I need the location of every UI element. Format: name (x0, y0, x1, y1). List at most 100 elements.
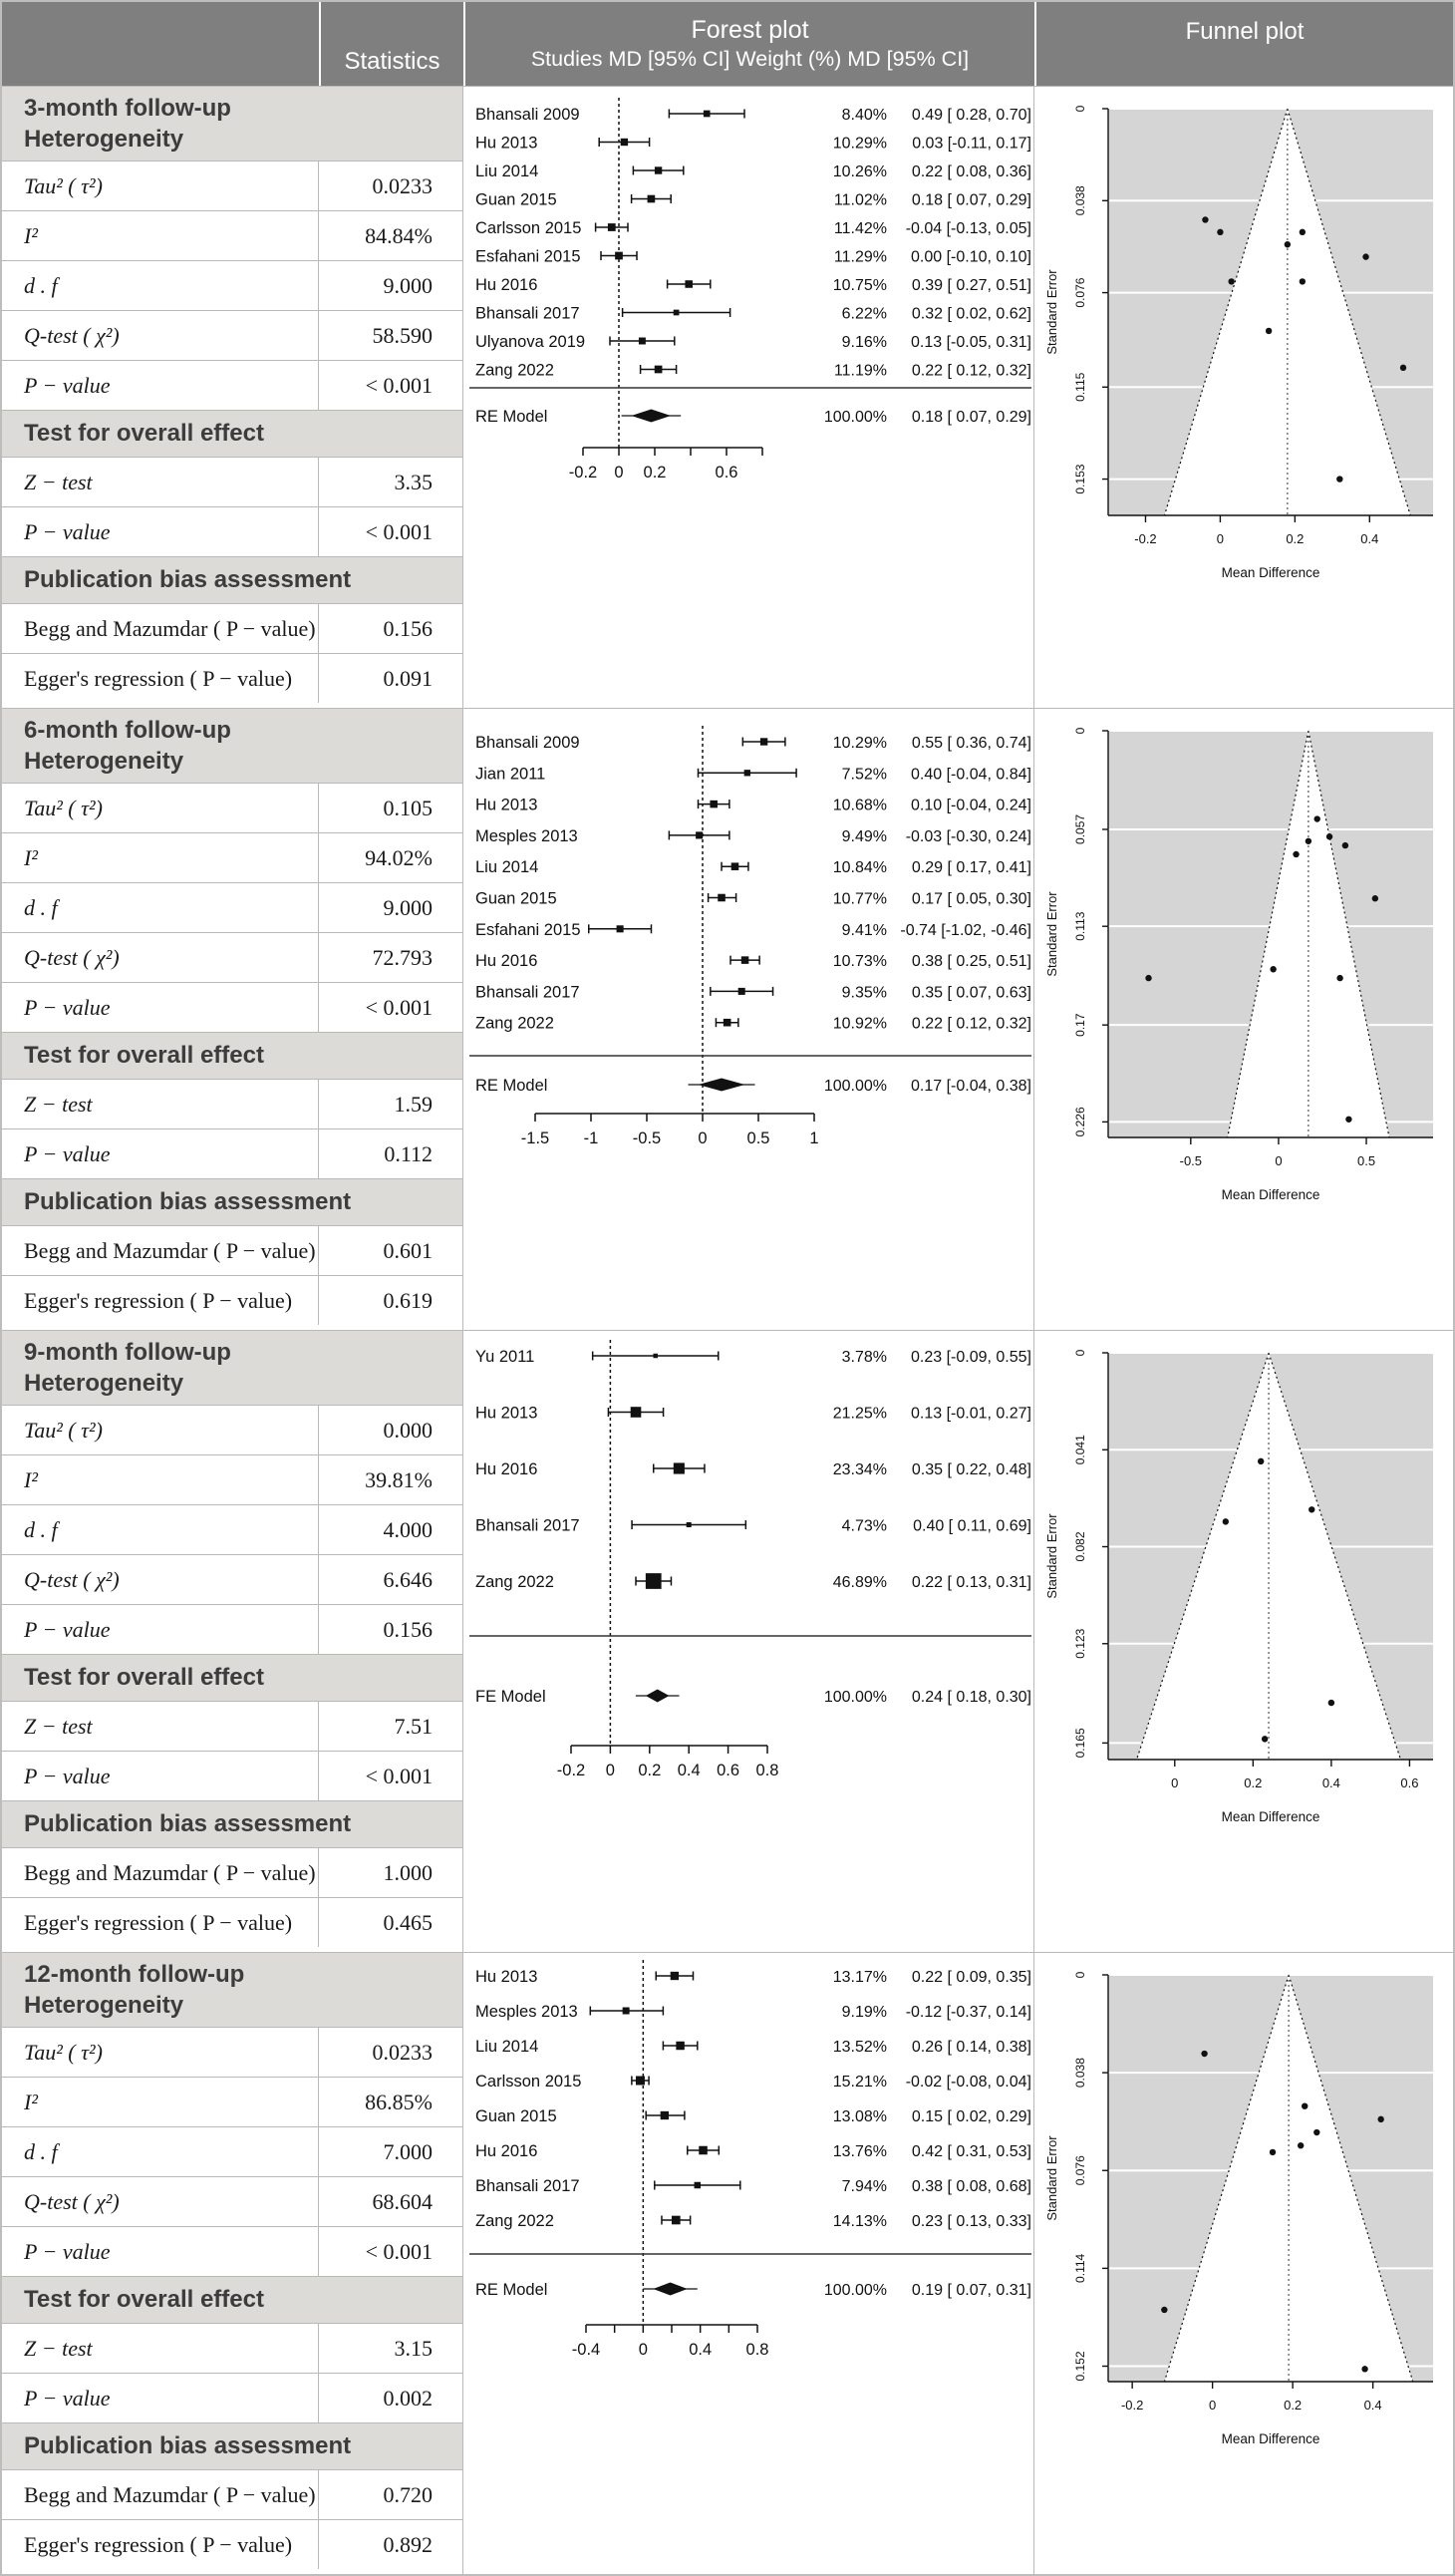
svg-text:0.13 [-0.05, 0.31]: 0.13 [-0.05, 0.31] (911, 334, 1031, 351)
study-point-estimate-marker (696, 831, 704, 839)
svg-text:0.03 [-0.11, 0.17]: 0.03 [-0.11, 0.17] (912, 136, 1031, 153)
stat-row: Tau² ( τ²) 0.0233 (2, 2027, 462, 2077)
svg-text:0.6: 0.6 (716, 464, 738, 482)
svg-text:Bhansali 2017: Bhansali 2017 (475, 983, 580, 1001)
stat-row: Begg and Mazumdar ( P − value) 0.720 (2, 2469, 462, 2519)
svg-text:0.6: 0.6 (717, 1762, 739, 1779)
forest-study-row: Hu 2013 10.29% 0.03 [-0.11, 0.17] (475, 135, 1031, 153)
svg-text:7.52%: 7.52% (842, 766, 887, 783)
funnel-study-point (1265, 327, 1273, 335)
stat-value: 0.601 (383, 1237, 434, 1263)
stat-row: d . f 7.000 (2, 2126, 462, 2176)
svg-text:0.22 [ 0.09, 0.35]: 0.22 [ 0.09, 0.35] (912, 1969, 1031, 1986)
stat-value: 68.604 (372, 2188, 434, 2214)
funnel-study-point (1309, 1506, 1315, 1513)
forest-plot-cell: Hu 2013 13.17% 0.22 [ 0.09, 0.35] Mesples 2… (463, 1953, 1034, 2574)
stat-value: 0.105 (383, 795, 434, 820)
stat-label: P − value (2, 507, 319, 556)
stat-label: I² (2, 1455, 319, 1504)
svg-text:0.038: 0.038 (1073, 2058, 1087, 2088)
stat-row: Z − test 7.51 (2, 1701, 462, 1751)
stat-value: < 0.001 (365, 2238, 433, 2264)
stat-label: Q-test ( χ²) (2, 2177, 319, 2226)
svg-text:100.00%: 100.00% (824, 1078, 887, 1095)
stat-label: Egger's regression ( P − value) (2, 654, 319, 703)
funnel-study-point (1313, 2128, 1320, 2136)
study-point-estimate-marker (686, 1521, 692, 1528)
svg-text:-0.74 [-1.02, -0.46]: -0.74 [-1.02, -0.46] (900, 922, 1031, 939)
svg-text:8.40%: 8.40% (842, 107, 887, 124)
svg-text:Mean Difference: Mean Difference (1222, 2431, 1320, 2446)
svg-text:0: 0 (1209, 2398, 1216, 2413)
svg-text:0: 0 (1171, 1775, 1178, 1790)
svg-text:0.076: 0.076 (1073, 277, 1087, 307)
section-title-row: 12-month follow-up Heterogeneity (2, 1953, 462, 2027)
stat-label: I² (2, 833, 319, 882)
svg-text:0.22 [ 0.13, 0.31]: 0.22 [ 0.13, 0.31] (912, 1574, 1031, 1591)
funnel-study-point (1327, 1699, 1335, 1707)
svg-text:0.13 [-0.01, 0.27]: 0.13 [-0.01, 0.27] (911, 1406, 1031, 1423)
subsection-heading: Test for overall effect (24, 420, 264, 447)
stat-value: 94.02% (365, 844, 433, 870)
funnel-study-point (1302, 2102, 1309, 2109)
funnel-points (1222, 1457, 1335, 1743)
funnel-study-point (1284, 241, 1292, 248)
stat-row: Begg and Mazumdar ( P − value) 0.601 (2, 1225, 462, 1275)
stat-row: I² 94.02% (2, 832, 462, 882)
svg-text:Esfahani 2015: Esfahani 2015 (475, 248, 581, 266)
stat-value: 0.156 (383, 615, 434, 641)
svg-text:Standard Error: Standard Error (1044, 891, 1059, 977)
svg-text:-0.02 [-0.08, 0.04]: -0.02 [-0.08, 0.04] (906, 2074, 1031, 2091)
svg-text:Mean Difference: Mean Difference (1222, 565, 1320, 580)
forest-study-row: Liu 2014 13.52% 0.26 [ 0.14, 0.38] (475, 2038, 1031, 2056)
funnel-study-point (1297, 2142, 1305, 2149)
subsection-heading-row: Test for overall effect (2, 410, 462, 457)
svg-text:-1.5: -1.5 (521, 1129, 549, 1147)
stat-value: < 0.001 (365, 994, 433, 1020)
study-point-estimate-marker (703, 110, 711, 118)
stat-row: Q-test ( χ²) 6.646 (2, 1554, 462, 1604)
stat-label: Tau² ( τ²) (2, 784, 319, 832)
svg-text:RE Model: RE Model (475, 408, 547, 426)
study-point-estimate-marker (653, 1353, 658, 1359)
svg-text:0.24 [ 0.18, 0.30]: 0.24 [ 0.18, 0.30] (912, 1689, 1031, 1706)
heterogeneity-heading: Heterogeneity (24, 1992, 184, 2019)
funnel-plot-cell: 0 0.057 0.113 0.17 0.226 -0.5 0 0.5 Standard Err… (1034, 709, 1451, 1330)
study-point-estimate-marker (630, 1407, 642, 1418)
study-point-estimate-marker (718, 893, 726, 902)
funnel-study-point (1345, 1116, 1352, 1123)
svg-text:0.35 [ 0.07, 0.63]: 0.35 [ 0.07, 0.63] (912, 984, 1031, 1001)
svg-text:Ulyanova 2019: Ulyanova 2019 (475, 333, 585, 351)
svg-text:0.23 [ 0.13, 0.33]: 0.23 [ 0.13, 0.33] (912, 2213, 1031, 2230)
svg-text:0.22 [ 0.08, 0.36]: 0.22 [ 0.08, 0.36] (912, 163, 1031, 180)
svg-text:Hu 2013: Hu 2013 (475, 797, 537, 814)
funnel-plot-cell: 0 0.038 0.076 0.114 0.152 -0.2 0 0.2 0.4 Standard… (1034, 1953, 1451, 2574)
svg-text:10.26%: 10.26% (833, 163, 887, 180)
subsection-heading-row: Test for overall effect (2, 1654, 462, 1701)
funnel-study-point (1261, 1736, 1269, 1743)
svg-text:0.40 [ 0.11, 0.69]: 0.40 [ 0.11, 0.69] (913, 1518, 1031, 1535)
stat-value: 7.000 (383, 2138, 434, 2164)
funnel-triangle (1164, 109, 1411, 515)
svg-text:-0.4: -0.4 (572, 2341, 600, 2359)
stat-row: Begg and Mazumdar ( P − value) 0.156 (2, 603, 462, 653)
stat-label: Tau² ( τ²) (2, 1406, 319, 1454)
svg-text:0.29 [ 0.17, 0.41]: 0.29 [ 0.17, 0.41] (912, 859, 1031, 876)
forest-model-row: RE Model 100.00% 0.19 [ 0.07, 0.31] (475, 2281, 1031, 2299)
svg-text:46.89%: 46.89% (833, 1574, 887, 1591)
followup-title: 6-month follow-up (24, 716, 231, 744)
stat-value: 0.112 (384, 1140, 433, 1166)
forest-study-row: Guan 2015 13.08% 0.15 [ 0.02, 0.29] (475, 2107, 1031, 2125)
svg-text:0: 0 (1275, 1153, 1282, 1168)
funnel-plot-svg: 0 0.041 0.082 0.123 0.165 0 0.2 0.4 0.6 Standard … (1044, 1349, 1433, 1824)
stat-row: P − value 0.156 (2, 1604, 462, 1654)
svg-text:0.32 [ 0.02, 0.62]: 0.32 [ 0.02, 0.62] (912, 306, 1031, 323)
svg-text:Mean Difference: Mean Difference (1222, 1809, 1320, 1824)
forest-study-row: Hu 2013 13.17% 0.22 [ 0.09, 0.35] (475, 1968, 1031, 1986)
funnel-study-point (1305, 837, 1312, 844)
stat-label: d . f (2, 261, 319, 310)
svg-text:100.00%: 100.00% (824, 409, 887, 426)
svg-text:Hu 2016: Hu 2016 (475, 1460, 537, 1478)
subsection-heading: Publication bias assessment (24, 2432, 352, 2459)
stat-label: Z − test (2, 1702, 319, 1751)
